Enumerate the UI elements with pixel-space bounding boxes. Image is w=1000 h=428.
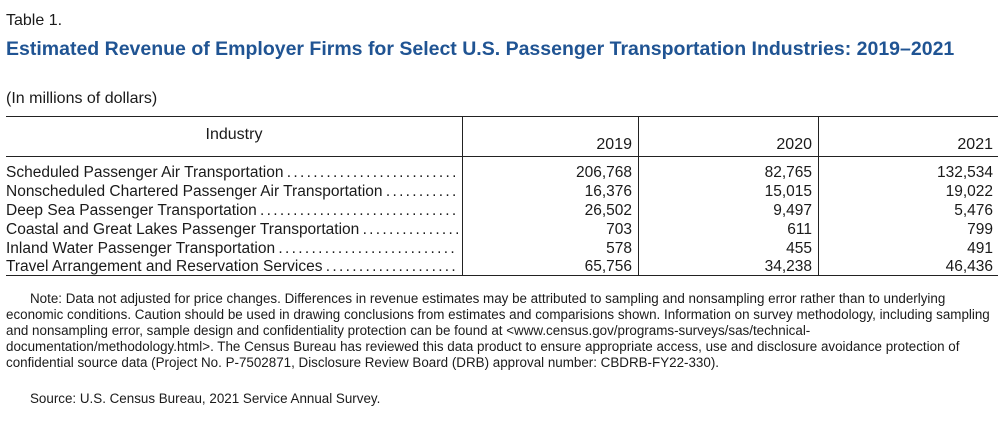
value-2019: 206,768 <box>575 164 632 181</box>
value-2021: 799 <box>967 221 993 238</box>
value-2019: 578 <box>606 240 632 257</box>
table-row: Scheduled Passenger Air Transportation 2… <box>6 163 998 182</box>
industry-name: Travel Arrangement and Reservation Servi… <box>6 257 458 276</box>
value-2019: 26,502 <box>584 202 632 219</box>
value-2020: 15,015 <box>764 183 812 200</box>
value-2021: 5,476 <box>954 202 993 219</box>
column-divider <box>462 116 463 276</box>
table-note: Note: Data not adjusted for price change… <box>6 291 990 370</box>
table-row: Nonscheduled Chartered Passenger Air Tra… <box>6 182 998 201</box>
value-2020: 82,765 <box>764 164 812 181</box>
column-divider <box>818 116 819 276</box>
value-2019: 703 <box>606 221 632 238</box>
units-note: (In millions of dollars) <box>6 90 158 107</box>
industry-name: Inland Water Passenger Transportation <box>6 239 458 258</box>
table-top-rule <box>6 116 998 117</box>
table-title: Estimated Revenue of Employer Firms for … <box>6 38 955 60</box>
table-label: Table 1. <box>6 12 63 29</box>
value-2020: 9,497 <box>773 202 812 219</box>
value-2021: 46,436 <box>945 258 993 275</box>
value-2019: 65,756 <box>584 258 632 275</box>
source-note: Source: U.S. Census Bureau, 2021 Service… <box>30 391 381 406</box>
header-year-2021: 2021 <box>957 136 993 153</box>
industry-name: Coastal and Great Lakes Passenger Transp… <box>6 220 458 239</box>
value-2019: 16,376 <box>584 183 632 200</box>
value-2020: 611 <box>787 221 812 238</box>
table-row: Travel Arrangement and Reservation Servi… <box>6 257 998 276</box>
header-year-2019: 2019 <box>596 136 632 153</box>
header-industry: Industry <box>205 126 263 143</box>
value-2021: 491 <box>967 240 993 257</box>
table-row: Inland Water Passenger Transportation 57… <box>6 239 998 258</box>
table-bottom-rule <box>6 275 998 276</box>
header-rule <box>6 156 998 157</box>
industry-name: Scheduled Passenger Air Transportation <box>6 163 458 182</box>
value-2020: 455 <box>786 240 812 257</box>
value-2020: 34,238 <box>764 258 812 275</box>
industry-name: Deep Sea Passenger Transportation <box>6 201 458 220</box>
table-row: Coastal and Great Lakes Passenger Transp… <box>6 220 998 239</box>
value-2021: 19,022 <box>945 183 993 200</box>
column-divider <box>638 116 639 276</box>
industry-name: Nonscheduled Chartered Passenger Air Tra… <box>6 182 458 201</box>
revenue-table: Industry 2019 2020 2021 Scheduled Passen… <box>6 116 998 277</box>
table-row: Deep Sea Passenger Transportation 26,502… <box>6 201 998 220</box>
header-year-2020: 2020 <box>776 136 812 153</box>
value-2021: 132,534 <box>936 164 993 181</box>
